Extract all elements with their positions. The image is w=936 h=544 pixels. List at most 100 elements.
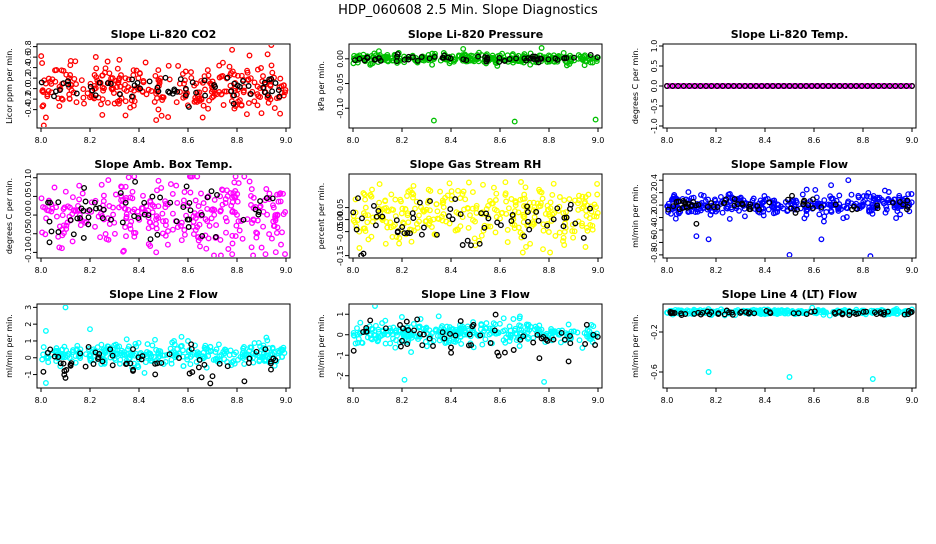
data-point: [588, 54, 594, 61]
data-point: [561, 214, 568, 221]
series-2: [667, 307, 915, 319]
data-point: [360, 210, 367, 217]
data-point: [574, 329, 581, 336]
data-point: [135, 364, 142, 370]
data-point: [544, 222, 551, 229]
data-point: [705, 83, 712, 89]
data-point: [46, 239, 53, 246]
data-point: [808, 83, 815, 89]
data-point: [114, 343, 121, 350]
data-point: [103, 236, 110, 243]
y-tick-label: -0.4: [650, 222, 659, 238]
y-tick-label: -0.2: [24, 91, 33, 107]
data-point: [549, 328, 556, 335]
data-point: [178, 237, 185, 244]
data-point: [236, 97, 243, 104]
data-point: [369, 336, 375, 343]
data-point: [208, 188, 215, 195]
data-point: [212, 349, 219, 355]
data-point: [723, 196, 729, 203]
data-point: [213, 346, 220, 353]
data-point: [554, 205, 561, 212]
data-point: [594, 180, 601, 187]
data-point: [460, 45, 467, 52]
data-point: [233, 222, 240, 229]
data-point: [439, 217, 446, 224]
x-tick-label: 8.8: [231, 266, 244, 275]
data-point: [254, 230, 261, 237]
data-point: [112, 191, 119, 198]
data-point: [359, 215, 365, 222]
data-point: [229, 251, 236, 257]
data-point: [196, 356, 203, 363]
data-layer: [350, 45, 601, 125]
data-point: [239, 353, 246, 360]
data-point: [144, 341, 151, 348]
data-point: [874, 205, 881, 212]
y-tick-label: -0.05: [336, 73, 345, 94]
data-point: [846, 312, 853, 318]
data-point: [62, 374, 69, 381]
data-point: [384, 224, 391, 231]
data-point: [594, 54, 601, 61]
data-point: [418, 231, 425, 238]
data-point: [477, 332, 484, 339]
data-point: [556, 229, 563, 236]
data-point: [202, 86, 208, 93]
data-point: [438, 213, 445, 220]
data-point: [268, 45, 275, 48]
data-point: [467, 212, 473, 219]
data-point: [73, 90, 80, 97]
data-point: [63, 367, 70, 373]
data-point: [863, 193, 870, 199]
data-point: [80, 234, 87, 241]
data-point: [130, 229, 137, 236]
data-point: [565, 321, 572, 328]
y-tick-label: 0.0: [650, 80, 659, 93]
data-point: [64, 353, 71, 359]
data-point: [433, 201, 440, 208]
data-point: [375, 48, 382, 55]
data-point: [497, 215, 503, 222]
data-point: [664, 203, 671, 210]
data-point: [547, 205, 554, 212]
data-point: [354, 325, 360, 332]
data-point: [147, 197, 154, 204]
data-point: [274, 211, 281, 218]
data-point: [233, 349, 239, 356]
data-point: [793, 310, 800, 316]
data-point: [280, 82, 287, 89]
data-point: [153, 220, 159, 227]
data-point: [189, 175, 196, 180]
data-point: [85, 214, 92, 221]
data-point: [55, 354, 62, 360]
chart-panel-2: Slope Li-820 Pressure 8.0 8.2 8.4 8.6 8.8 9.0 -…: [317, 28, 604, 145]
data-point: [819, 83, 826, 89]
data-point: [141, 211, 148, 218]
data-point: [362, 204, 369, 211]
x-tick-label: 8.4: [133, 266, 146, 275]
x-tick-label: 9.0: [592, 396, 605, 405]
data-point: [848, 191, 855, 198]
data-point: [152, 371, 159, 378]
data-point: [104, 99, 111, 106]
data-point: [393, 329, 399, 336]
data-point: [372, 222, 379, 229]
data-point: [227, 347, 234, 354]
data-point: [93, 205, 99, 212]
data-point: [439, 200, 446, 207]
data-point: [198, 190, 204, 197]
data-point: [47, 199, 53, 206]
data-point: [198, 211, 205, 218]
data-point: [279, 229, 285, 236]
y-axis-label: ml/min per min.: [631, 314, 640, 378]
data-point: [549, 55, 556, 62]
data-point: [216, 62, 223, 69]
data-point: [457, 318, 464, 325]
data-point: [552, 232, 559, 239]
data-point: [410, 194, 416, 201]
data-point: [227, 190, 234, 197]
data-point: [76, 182, 83, 189]
data-point: [560, 223, 567, 230]
data-point: [62, 305, 69, 311]
